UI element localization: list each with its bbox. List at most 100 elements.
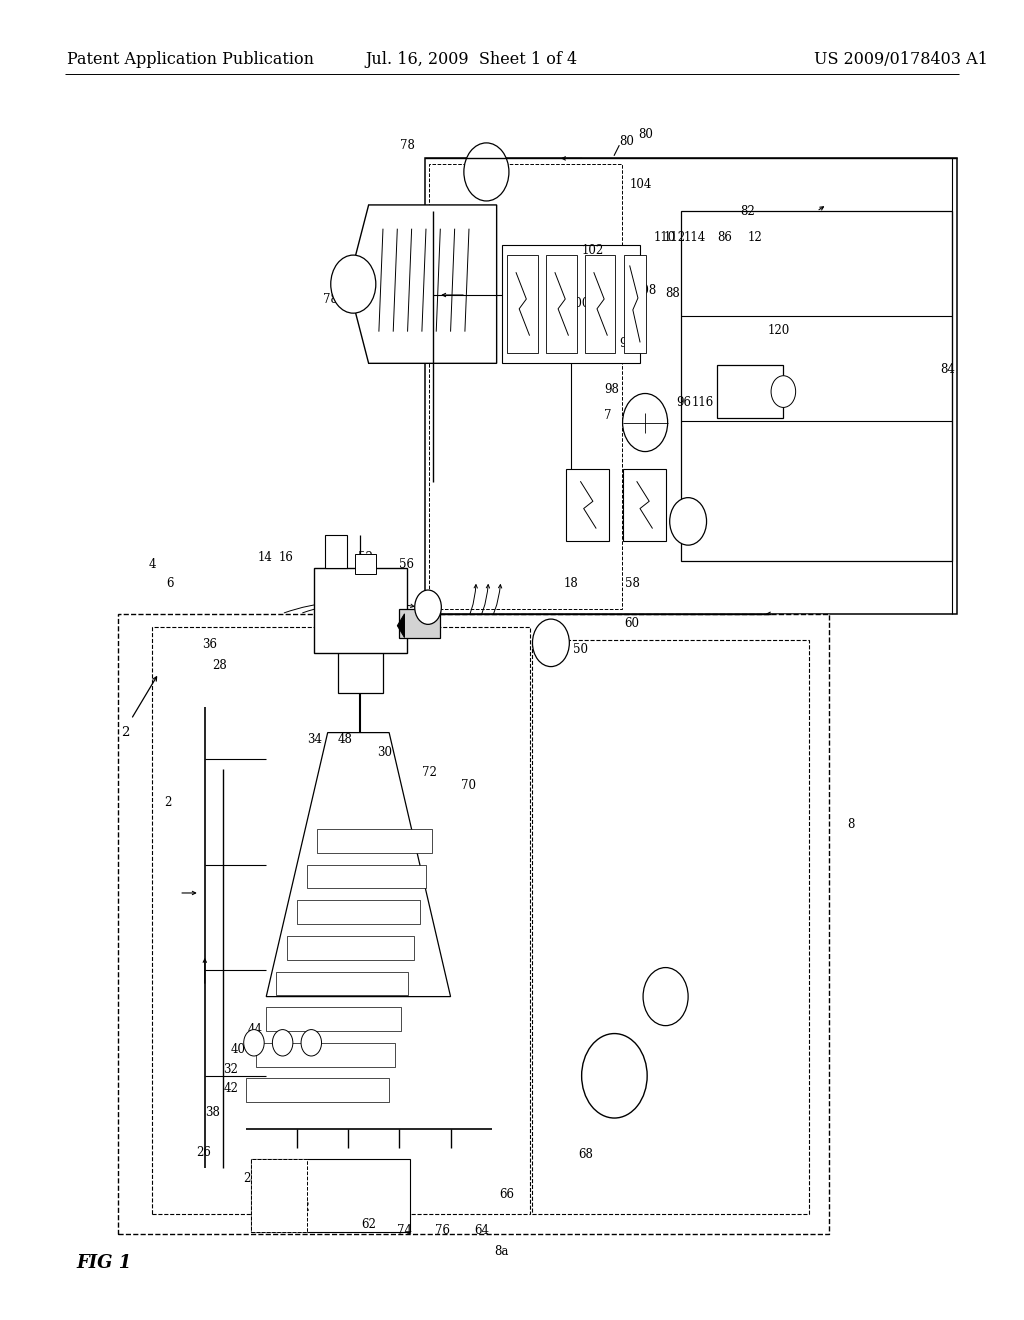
Text: 66: 66 (500, 1188, 515, 1201)
Bar (623, 469, 666, 541)
Text: 102: 102 (582, 244, 604, 257)
Bar (425, 158, 957, 614)
Bar (399, 609, 440, 638)
Circle shape (244, 1030, 264, 1056)
Text: 120: 120 (768, 323, 791, 337)
Circle shape (532, 619, 569, 667)
Circle shape (771, 376, 796, 408)
Text: 78: 78 (323, 293, 338, 306)
Bar (532, 640, 809, 1214)
Text: 48: 48 (338, 733, 353, 746)
Bar (297, 900, 420, 924)
Text: 64: 64 (474, 1224, 488, 1237)
Text: 96: 96 (676, 396, 691, 409)
Text: 32: 32 (223, 1063, 239, 1076)
Text: 108: 108 (635, 284, 657, 297)
Bar (266, 1007, 401, 1031)
Text: Jul. 16, 2009  Sheet 1 of 4: Jul. 16, 2009 Sheet 1 of 4 (365, 51, 578, 67)
Bar (338, 651, 383, 693)
Bar (307, 865, 426, 888)
Bar (325, 535, 347, 568)
Bar (585, 255, 615, 352)
Circle shape (643, 968, 688, 1026)
Text: 80: 80 (638, 128, 653, 141)
Text: 14: 14 (258, 550, 273, 564)
Bar (624, 255, 646, 352)
Text: 80: 80 (620, 135, 635, 148)
Circle shape (464, 143, 509, 201)
Text: 16: 16 (279, 550, 294, 564)
Bar (429, 164, 622, 609)
Text: 60: 60 (625, 616, 640, 630)
Circle shape (331, 255, 376, 313)
Text: 2: 2 (164, 796, 171, 809)
Circle shape (582, 1034, 647, 1118)
Text: 40: 40 (230, 1043, 246, 1056)
Text: 84: 84 (940, 363, 955, 376)
Text: 46: 46 (348, 653, 364, 667)
Bar (355, 554, 376, 574)
Text: 50: 50 (573, 643, 589, 656)
Circle shape (670, 498, 707, 545)
Text: 8a: 8a (495, 1245, 509, 1258)
Text: 36: 36 (202, 638, 217, 651)
Text: 38: 38 (205, 1106, 220, 1119)
Bar (317, 829, 432, 853)
Text: 58: 58 (625, 577, 640, 590)
Bar (276, 972, 408, 995)
Text: 12: 12 (748, 231, 762, 244)
Text: 20: 20 (317, 568, 333, 581)
Text: 106: 106 (625, 284, 647, 297)
Bar (566, 469, 609, 541)
Text: 110: 110 (653, 231, 676, 244)
Text: 22: 22 (295, 1201, 309, 1214)
Text: 72: 72 (422, 766, 437, 779)
Bar (152, 627, 530, 1214)
Text: 74: 74 (397, 1224, 412, 1237)
Polygon shape (348, 205, 497, 363)
Text: 112: 112 (664, 231, 686, 244)
Bar (681, 211, 952, 561)
Text: 42: 42 (223, 1082, 239, 1096)
Text: 4: 4 (148, 558, 156, 572)
Text: 68: 68 (579, 1148, 594, 1162)
Text: 44: 44 (248, 1023, 263, 1036)
Text: 78: 78 (399, 139, 415, 152)
Text: FIG 1: FIG 1 (77, 1254, 132, 1272)
Text: 82: 82 (740, 205, 755, 218)
Text: 24: 24 (243, 1172, 258, 1185)
Bar (287, 936, 414, 960)
Text: US 2009/0178403 A1: US 2009/0178403 A1 (814, 51, 988, 67)
Text: 6: 6 (167, 577, 174, 590)
Bar (502, 244, 640, 363)
Text: 70: 70 (461, 779, 476, 792)
Text: 10: 10 (558, 321, 573, 334)
Text: 30: 30 (377, 746, 392, 759)
Text: 114: 114 (684, 231, 707, 244)
Polygon shape (397, 614, 404, 638)
Bar (246, 1078, 389, 1102)
Text: 98: 98 (604, 383, 620, 396)
Bar (507, 255, 538, 352)
Circle shape (623, 393, 668, 451)
Text: 34: 34 (307, 733, 323, 746)
Bar (118, 614, 829, 1234)
Bar (251, 1159, 410, 1232)
Text: 62: 62 (361, 1218, 376, 1232)
Text: 8: 8 (848, 818, 855, 832)
Circle shape (415, 590, 441, 624)
Text: 94: 94 (620, 337, 635, 350)
Text: Patent Application Publication: Patent Application Publication (67, 51, 313, 67)
Text: 116: 116 (691, 396, 714, 409)
Text: 2: 2 (121, 726, 129, 739)
Polygon shape (266, 733, 451, 997)
Bar (256, 1043, 395, 1067)
Bar (314, 568, 407, 653)
Text: 7: 7 (604, 409, 611, 422)
Text: 104: 104 (630, 178, 652, 191)
Text: 28: 28 (213, 659, 227, 672)
Bar (717, 366, 783, 418)
Text: 86: 86 (717, 231, 732, 244)
Text: 52: 52 (358, 550, 374, 564)
Bar (251, 1159, 307, 1232)
